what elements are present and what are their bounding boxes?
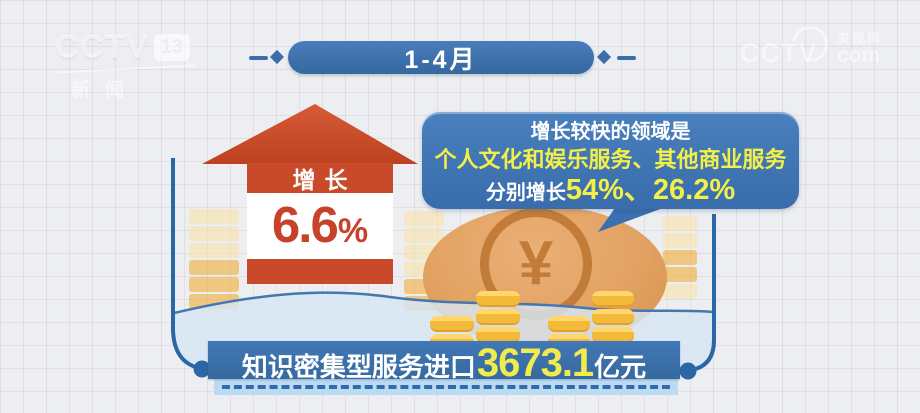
import-total-banner: 知识密集型服务进口 3673.1 亿元 [208, 341, 680, 385]
dashed-line [222, 385, 670, 389]
cctv13-caption: 新闻 [71, 80, 140, 101]
pill-right-dash-icon [617, 56, 636, 60]
growth-label: 增长 [292, 167, 357, 193]
banner-label: 知识密集型服务进口 [241, 352, 476, 382]
yuan-symbol-icon: ¥ [518, 229, 554, 298]
cctv13-channel-badge: 13 [153, 33, 190, 61]
banner-value: 3673.1 [476, 341, 594, 385]
callout-line1: 增长较快的领域是 [530, 121, 691, 143]
period-label: 1-4月 [404, 45, 478, 74]
growth-value: 6.6 [271, 196, 339, 253]
pill-right-diamond-icon [596, 49, 612, 65]
callout-line2: 个人文化和娱乐服务、其他商业服务 [434, 147, 787, 172]
period-pill: 1-4月 [288, 41, 594, 74]
fast-growing-sectors-callout: 增长较快的领域是 个人文化和娱乐服务、其他商业服务 分别增长54%、26.2% [422, 112, 799, 209]
cctv13-brand: CCTV [55, 28, 149, 65]
banner-underline-strip [214, 379, 678, 395]
cctv-com-suffix: com [837, 44, 881, 67]
coin-stack-background-right [663, 216, 697, 301]
growth-percent-sign: % [337, 212, 369, 250]
coin-stack [476, 291, 520, 345]
pill-left-dash-icon [249, 56, 268, 60]
growth-arrow-base [247, 259, 393, 284]
pill-left-diamond-icon [269, 49, 285, 65]
growth-value-band: 6.6 % [247, 193, 393, 259]
cctv-com-brand: CCTV [740, 38, 818, 68]
growth-arrow-head-icon [202, 104, 418, 164]
coin-stack [592, 291, 634, 345]
cctv-com-watermark: CCTV 央视网 com [740, 18, 900, 82]
coin-stack-background-left [189, 209, 239, 311]
cctv13-watermark: CCTV 13 新闻 [55, 28, 195, 102]
cctv-com-cn-name: 央视网 [837, 31, 883, 46]
banner-unit: 亿元 [594, 352, 647, 382]
callout-line3-values: 54%、26.2% [565, 174, 736, 206]
callout-line3-prefix: 分别增长 [485, 182, 566, 204]
growth-label-band: 增长 [247, 163, 393, 193]
right-dot-icon [679, 362, 697, 380]
callout-line3: 分别增长54%、26.2% [422, 174, 799, 211]
